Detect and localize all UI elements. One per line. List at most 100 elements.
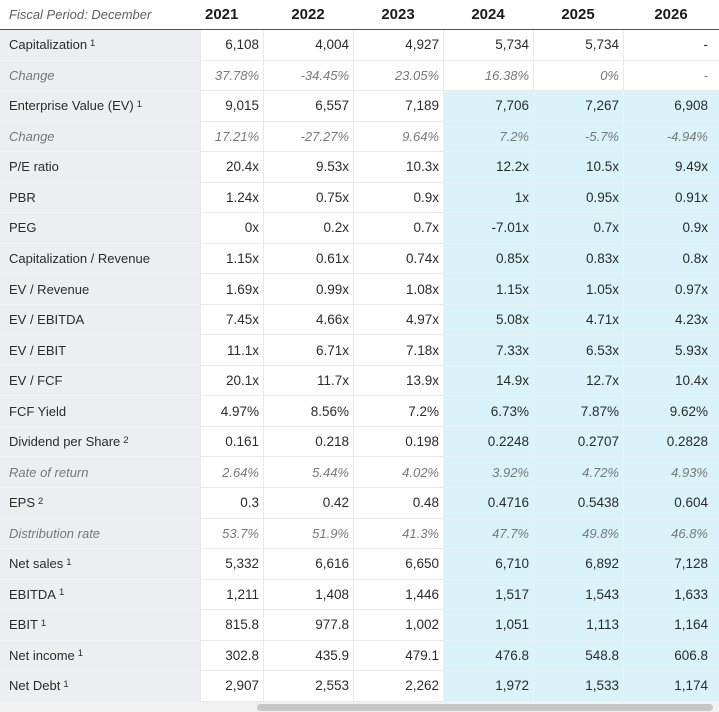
table-row: EV / Revenue 1.69x 0.99x 1.08x 1.15x 1.05x 0.9… [0,274,719,305]
value-cell: 0.218 [263,426,353,458]
value-cell: 46.8% [623,518,719,550]
row-label-text: Change [9,67,55,83]
value-cell: 4,927 [353,30,443,61]
value-cell: 0.7x [533,213,623,244]
value-cell: 0.2828 [623,426,719,458]
value-cell: 0.8x [623,243,719,275]
row-label: EBITDA 1 [0,579,200,611]
value-cell: 11.7x [263,365,353,397]
table-row: EV / EBIT 11.1x 6.71x 7.18x 7.33x 6.53x 5.93x [0,335,719,366]
table-row: Change 17.21% -27.27% 9.64% 7.2% -5.7% -4.94% [0,121,719,153]
value-cell: 4.66x [263,304,353,336]
value-cell: 302.8 [200,640,263,672]
value-cell: 7,189 [353,91,443,122]
table-row: EV / FCF 20.1x 11.7x 13.9x 14.9x 12.7x 10.4x [0,365,719,397]
row-label-text: PBR [9,189,36,205]
value-cell: 6.73% [443,396,533,427]
value-cell: 1,543 [533,579,623,611]
value-cell: 479.1 [353,640,443,672]
value-cell: 1.08x [353,274,443,305]
value-cell: 4.97x [353,304,443,336]
value-cell: 3.92% [443,457,533,488]
row-label-text: Change [9,128,55,144]
row-label: Change [0,60,200,92]
row-label-text: Distribution rate [9,525,101,541]
row-label: Distribution rate [0,518,200,550]
row-label: EV / EBITDA [0,304,200,336]
value-cell: - [623,60,719,92]
table-row: Net income 1 302.8 435.9 479.1 476.8 548.8 606.… [0,640,719,672]
horizontal-scrollbar-thumb[interactable] [257,703,713,711]
value-cell: 5,734 [533,30,623,61]
value-cell: 1,533 [533,671,623,702]
row-label: Change [0,121,200,153]
value-cell: 0.97x [623,274,719,305]
value-cell: 9.62% [623,396,719,427]
table-row: EBIT 1 815.8 977.8 1,002 1,051 1,113 1,164 [0,610,719,641]
value-cell: 9.49x [623,152,719,183]
row-label-text: Net Debt [9,678,61,694]
value-cell: 9,015 [200,91,263,122]
year-header: 2024 [471,6,505,23]
value-cell: 20.1x [200,365,263,397]
value-cell: -5.7% [533,121,623,153]
value-cell: 6,616 [263,549,353,580]
value-cell: 7,128 [623,549,719,580]
value-cell: 0.99x [263,274,353,305]
value-cell: 4.02% [353,457,443,488]
value-cell: 51.9% [263,518,353,550]
value-cell: 1,972 [443,671,533,702]
value-cell: 1x [443,182,533,214]
value-cell: -4.94% [623,121,719,153]
value-cell: 0.42 [263,487,353,519]
row-label: EV / FCF [0,365,200,397]
value-cell: 2,907 [200,671,263,702]
value-cell: 10.5x [533,152,623,183]
table-row: Dividend per Share 2 0.161 0.218 0.198 0.2248… [0,426,719,458]
row-label: EV / EBIT [0,335,200,366]
value-cell: 4.72% [533,457,623,488]
value-cell: 5.93x [623,335,719,366]
value-cell: 17.21% [200,121,263,153]
value-cell: 0.74x [353,243,443,275]
value-cell: 7.87% [533,396,623,427]
year-header: 2021 [205,6,239,23]
row-label: Rate of return [0,457,200,488]
value-cell: 41.3% [353,518,443,550]
value-cell: 548.8 [533,640,623,672]
value-cell: -27.27% [263,121,353,153]
value-cell: 0.85x [443,243,533,275]
value-cell: 0.61x [263,243,353,275]
value-cell: 6,108 [200,30,263,61]
value-cell: 7.2% [443,121,533,153]
value-cell: 1,002 [353,610,443,641]
value-cell: 1.15x [443,274,533,305]
year-header: 2026 [654,6,688,23]
value-cell: 12.7x [533,365,623,397]
value-cell: 23.05% [353,60,443,92]
value-cell: 6.71x [263,335,353,366]
value-cell: 4.93% [623,457,719,488]
row-label-text: FCF Yield [9,403,67,419]
row-label-text: Rate of return [9,464,89,480]
table-row: PEG 0x 0.2x 0.7x -7.01x 0.7x 0.9x [0,213,719,244]
table-row: P/E ratio 20.4x 9.53x 10.3x 12.2x 10.5x 9.49x [0,152,719,183]
row-label: Net income 1 [0,640,200,672]
fiscal-period-label: Fiscal Period: December [0,0,200,29]
row-label-text: EBIT [9,617,38,633]
value-cell: 6,557 [263,91,353,122]
value-cell: 7,706 [443,91,533,122]
table-row: EV / EBITDA 7.45x 4.66x 4.97x 5.08x 4.71x 4.23… [0,304,719,336]
row-label-text: EV / FCF [9,373,63,389]
value-cell: 1,211 [200,579,263,611]
row-label: Capitalization / Revenue [0,243,200,275]
row-label-text: EV / EBIT [9,342,67,358]
value-cell: 0.48 [353,487,443,519]
row-label-text: P/E ratio [9,159,59,175]
row-label: FCF Yield [0,396,200,427]
horizontal-scrollbar-track[interactable] [0,702,719,712]
row-label: Capitalization 1 [0,30,200,61]
value-cell: 10.3x [353,152,443,183]
table-row: Change 37.78% -34.45% 23.05% 16.38% 0% - [0,60,719,92]
